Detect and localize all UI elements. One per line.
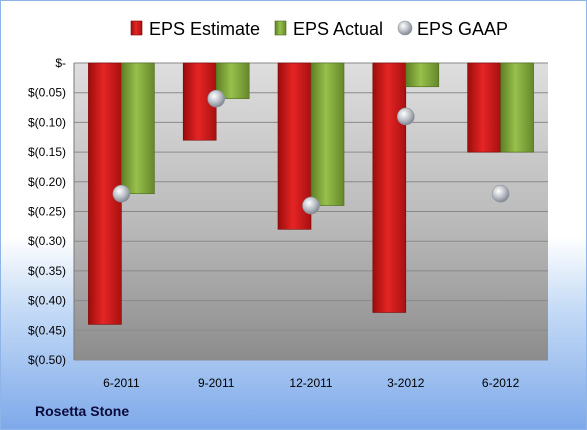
legend-label: EPS Actual [293,19,383,39]
x-tick-label: 3-2012 [387,376,425,390]
y-tick-label: $(0.30) [28,234,66,248]
y-tick-label: $(0.40) [28,294,66,308]
x-tick-label: 12-2011 [289,376,332,390]
y-tick-label: $(0.25) [28,205,66,219]
y-tick-label: $- [55,56,66,70]
legend-swatch-gaap [397,20,413,36]
point-eps-gaap [302,196,320,215]
x-tick-label: 6-2012 [482,376,520,390]
point-eps-gaap [491,184,510,203]
point-eps-gaap [112,184,131,203]
point-eps-gaap [207,89,225,108]
legend-label: EPS GAAP [417,19,508,39]
bar-eps-estimate [372,62,407,313]
bar-eps-actual [310,62,345,206]
y-tick-label: $(0.05) [28,86,66,100]
point-eps-gaap [396,107,415,126]
bar-eps-actual [121,62,155,194]
x-tick-label: 9-2011 [198,376,235,390]
y-tick-label: $(0.15) [28,145,66,159]
legend-label: EPS Estimate [149,19,260,39]
bar-eps-actual [500,62,534,153]
company-name: Rosetta Stone [35,403,130,419]
y-tick-label: $(0.50) [28,353,66,367]
bar-eps-actual [405,62,440,88]
bar-eps-estimate [467,62,501,153]
y-tick-label: $(0.45) [28,323,66,337]
x-tick-label: 6-2011 [103,376,140,390]
legend-swatch-actual [274,20,287,36]
y-tick-label: $(0.10) [28,115,66,129]
y-tick-label: $(0.35) [28,264,66,278]
legend-swatch-estimate [130,20,143,36]
y-tick-label: $(0.20) [28,175,66,189]
